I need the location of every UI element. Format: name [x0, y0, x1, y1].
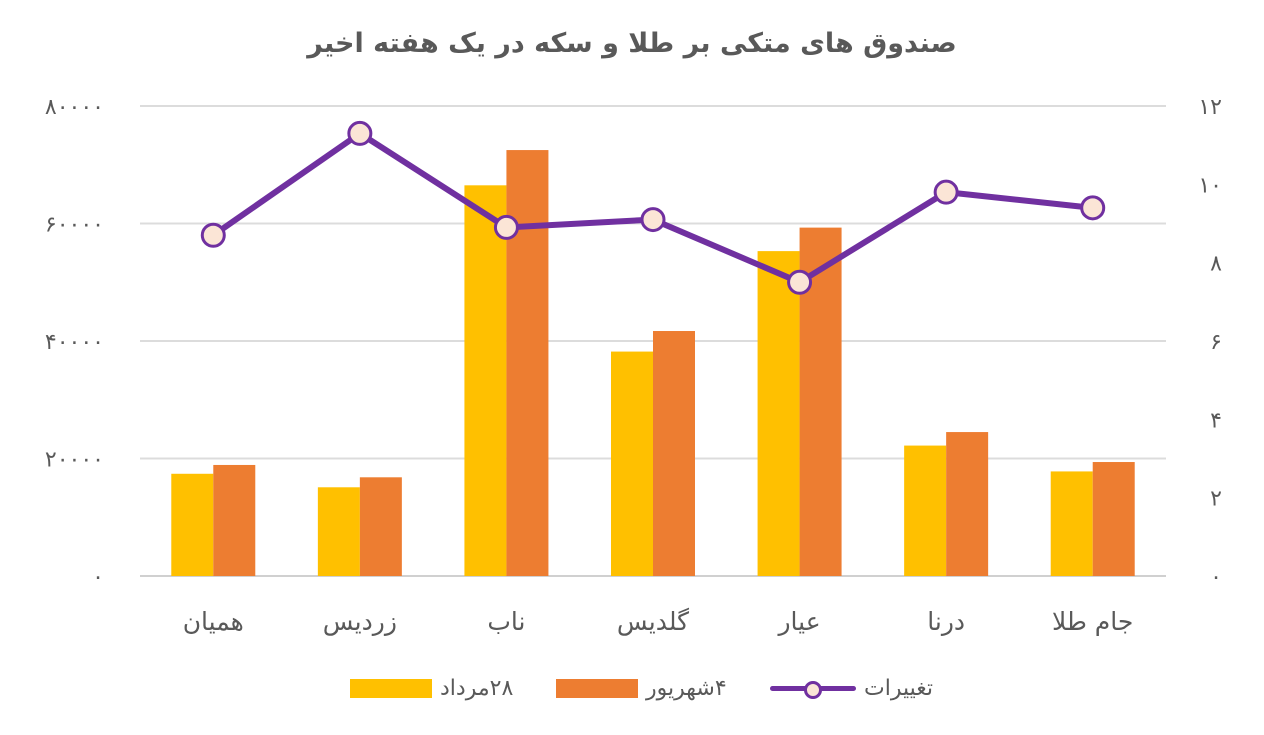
line-point: [200, 222, 226, 248]
x-tick-label: عیار: [776, 607, 820, 636]
y-right-tick-label: ۸: [1210, 252, 1222, 277]
y-right-tick-label: ۰: [1210, 565, 1222, 590]
line-point: [347, 120, 373, 146]
bar-series-2: [213, 464, 256, 576]
y-right-tick-label: ۶: [1210, 330, 1222, 355]
bar-series-1: [464, 185, 507, 576]
y-left-tick-label: ۶۰۰۰۰: [45, 213, 104, 238]
legend-label-series-1: ۲۸مرداد: [440, 675, 514, 701]
y-right-tick-label: ۱۲: [1198, 95, 1222, 120]
bar-series-1: [1050, 471, 1093, 576]
line-point: [933, 179, 959, 205]
bar-series-1: [904, 445, 947, 576]
legend-item-series-3[interactable]: تغییرات: [770, 668, 933, 708]
bar-series-2: [1092, 462, 1135, 576]
y-right-tick-label: ۱۰: [1198, 173, 1222, 198]
line-point: [1080, 195, 1106, 221]
y-left-tick-label: ۲۰۰۰۰: [45, 448, 104, 473]
y-left-tick-label: ۴۰۰۰۰: [45, 330, 104, 355]
line-point: [640, 207, 666, 233]
x-tick-label: ناب: [487, 607, 525, 636]
line-point: [493, 214, 519, 240]
x-tick-label: درنا: [927, 607, 965, 636]
bar-series-2: [506, 150, 549, 576]
bar-series-1: [611, 351, 653, 576]
y-right-tick-label: ۲: [1210, 487, 1222, 512]
x-tick-label: جام طلا: [1052, 607, 1133, 636]
legend-line-marker-icon: [770, 679, 856, 699]
bar-series-2: [653, 331, 695, 576]
legend-swatch-series-2: [556, 678, 638, 698]
x-tick-label: همیان: [183, 607, 244, 636]
y-right-tick-label: ۴: [1210, 408, 1222, 433]
legend-item-series-2[interactable]: ۴شهریور: [556, 668, 727, 708]
legend-swatch-series-1: [350, 678, 432, 698]
legend: ۲۸مرداد ۴شهریور تغییرات: [0, 668, 1264, 708]
legend-label-series-3: تغییرات: [864, 675, 933, 701]
chart-title: صندوق های متکی بر طلا و سکه در یک هفته ا…: [307, 28, 957, 59]
x-tick-label: گلدیس: [617, 607, 689, 636]
x-tick-label: زردیس: [323, 607, 397, 636]
bar-series-1: [171, 473, 214, 576]
line-point: [787, 269, 813, 295]
legend-item-series-1[interactable]: ۲۸مرداد: [350, 668, 513, 708]
bar-series-2: [946, 432, 989, 576]
bar-series-1: [757, 251, 800, 577]
y-left-tick-label: ۰: [92, 565, 104, 590]
bar-series-2: [359, 477, 402, 576]
bar-series-1: [317, 487, 360, 576]
y-left-tick-label: ۸۰۰۰۰: [45, 95, 104, 120]
legend-label-series-2: ۴شهریور: [646, 675, 727, 701]
